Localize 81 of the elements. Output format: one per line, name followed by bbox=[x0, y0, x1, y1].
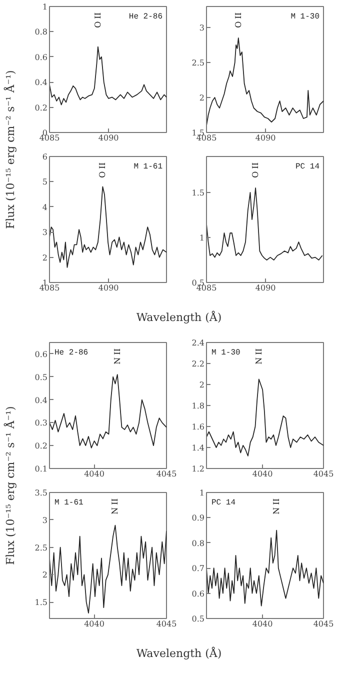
x-tick-label: 4090 bbox=[98, 134, 119, 142]
y-tick-label: 0.6 bbox=[192, 589, 205, 598]
y-tick-label: 2 bbox=[42, 253, 48, 262]
y-tick-label: 0.5 bbox=[192, 614, 205, 624]
annotation: N II bbox=[272, 498, 282, 514]
y-tick-label: 0.7 bbox=[192, 564, 205, 574]
x-axis-title: Wavelength (Å) bbox=[135, 310, 223, 326]
text: M 1-30 bbox=[212, 348, 241, 358]
y-tick-label: 2.5 bbox=[34, 543, 48, 552]
x-tick-label: 4045 bbox=[156, 470, 177, 478]
y-tick-label: 6 bbox=[42, 152, 48, 162]
y-tick-label: 3.5 bbox=[34, 488, 48, 498]
line-series bbox=[206, 378, 324, 456]
y-tick-label: 0.4 bbox=[34, 396, 48, 405]
annotation: N II bbox=[254, 348, 264, 364]
y-axis-title: Flux (10⁻¹⁵ erg cm⁻² s⁻¹ Å⁻¹) bbox=[2, 70, 18, 232]
line-series bbox=[50, 524, 166, 614]
y-tick-label: 0.2 bbox=[34, 103, 48, 112]
text: M 1-61 bbox=[54, 498, 84, 508]
y-tick-label: 0.1 bbox=[34, 464, 48, 474]
y-tick-label: 0.9 bbox=[192, 514, 205, 523]
y-tick-label: 0.3 bbox=[34, 418, 48, 428]
text: PC 14 bbox=[295, 162, 320, 172]
x-tick-label: 4090 bbox=[255, 284, 276, 292]
y-tick-label: 1.8 bbox=[192, 402, 205, 410]
annotation: O II bbox=[234, 12, 243, 28]
y-tick-label: 2 bbox=[199, 380, 205, 390]
y-tick-label: 1.4 bbox=[192, 444, 205, 452]
x-tick-label: 4090 bbox=[98, 284, 119, 292]
y-tick-label: 3 bbox=[42, 228, 48, 238]
x-tick-label: 4040 bbox=[252, 620, 273, 628]
x-axis-title: Wavelength (Å) bbox=[135, 646, 223, 662]
y-tick-label: 1.2 bbox=[192, 464, 205, 474]
y-tick-label: 2.2 bbox=[192, 360, 205, 368]
y-tick-label: 3 bbox=[42, 516, 48, 525]
y-tick-label: 5 bbox=[42, 178, 48, 187]
y-tick-label: 0.6 bbox=[34, 350, 48, 359]
text: He 2-86 bbox=[54, 348, 88, 358]
x-tick-label: 4040 bbox=[84, 620, 104, 628]
line-series bbox=[50, 186, 166, 268]
y-tick-label: 2 bbox=[42, 570, 48, 580]
line-series bbox=[206, 530, 324, 606]
annotation: N II bbox=[110, 498, 120, 514]
line-series bbox=[206, 188, 323, 260]
y-tick-label: 4 bbox=[42, 202, 48, 212]
x-tick-label: 4085 bbox=[196, 284, 217, 292]
y-tick-label: 0.8 bbox=[192, 538, 205, 548]
x-tick-label: 4085 bbox=[196, 134, 217, 142]
y-tick-label: 1 bbox=[199, 234, 205, 242]
y-tick-label: 3 bbox=[199, 24, 205, 32]
y-tick-label: 0.5 bbox=[34, 372, 48, 382]
line-series bbox=[50, 46, 166, 106]
y-tick-label: 0.6 bbox=[34, 52, 48, 62]
x-tick-label: 4040 bbox=[252, 470, 273, 478]
y-tick-label: 2.4 bbox=[192, 338, 205, 348]
y-tick-label: 2 bbox=[199, 94, 205, 102]
y-tick-label: 1 bbox=[199, 488, 205, 498]
line-series bbox=[206, 38, 324, 126]
x-tick-label: 4045 bbox=[313, 470, 334, 478]
annotation: O II bbox=[98, 162, 108, 178]
y-tick-label: 0.8 bbox=[34, 28, 48, 37]
line-series bbox=[50, 374, 166, 448]
y-tick-label: 1.6 bbox=[192, 422, 205, 432]
annotation: N II bbox=[112, 348, 122, 364]
y-tick-label: 1.5 bbox=[192, 188, 205, 198]
y-tick-label: 0.2 bbox=[34, 442, 48, 451]
text: He 2-86 bbox=[128, 12, 163, 22]
y-axis-title: Flux (10⁻¹⁵ erg cm⁻² s⁻¹ Å⁻¹) bbox=[2, 406, 18, 568]
x-tick-label: 4040 bbox=[84, 470, 104, 478]
y-tick-label: 1.5 bbox=[34, 598, 48, 608]
text: M 1-30 bbox=[290, 12, 320, 22]
annotation: O II bbox=[93, 12, 102, 28]
y-tick-label: 2.5 bbox=[192, 58, 205, 68]
y-tick-label: 0.4 bbox=[34, 78, 48, 88]
x-tick-label: 4090 bbox=[255, 134, 276, 142]
text: M 1-61 bbox=[134, 162, 163, 172]
y-tick-label: 1 bbox=[42, 2, 48, 12]
annotation: O II bbox=[251, 162, 260, 178]
x-tick-label: 4045 bbox=[313, 620, 334, 628]
x-tick-label: 4045 bbox=[156, 620, 177, 628]
text: PC 14 bbox=[212, 498, 236, 508]
